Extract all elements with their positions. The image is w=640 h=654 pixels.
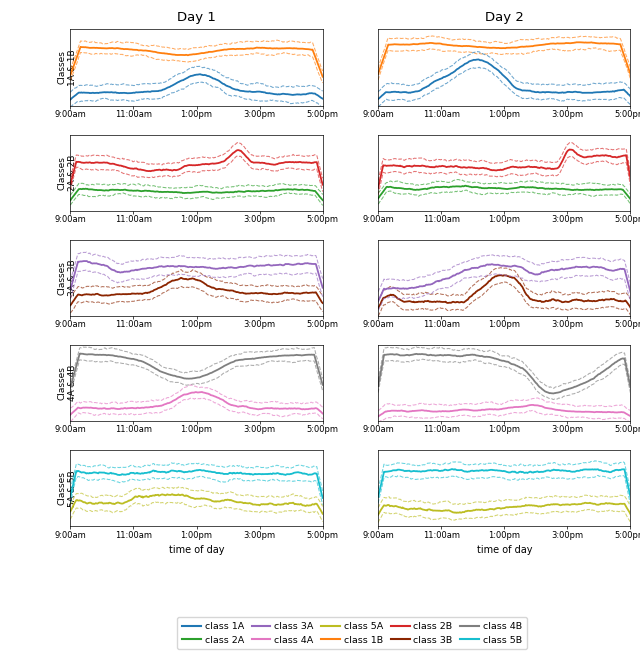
Title: Day 1: Day 1 bbox=[177, 11, 216, 24]
Y-axis label: Classes
3A & 3B: Classes 3A & 3B bbox=[58, 260, 77, 296]
Y-axis label: Classes
4A & 4B: Classes 4A & 4B bbox=[58, 365, 77, 402]
X-axis label: time of day: time of day bbox=[169, 545, 224, 555]
Y-axis label: Classes
2A & 2B: Classes 2A & 2B bbox=[58, 154, 77, 191]
Legend: class 1A, class 2A, class 3A, class 4A, class 5A, class 1B, class 2B, class 3B, : class 1A, class 2A, class 3A, class 4A, … bbox=[177, 617, 527, 649]
Y-axis label: Classes
1A & 1B: Classes 1A & 1B bbox=[58, 49, 77, 86]
X-axis label: time of day: time of day bbox=[477, 545, 532, 555]
Title: Day 2: Day 2 bbox=[485, 11, 524, 24]
Y-axis label: Classes
5A & 5B: Classes 5A & 5B bbox=[58, 470, 77, 507]
